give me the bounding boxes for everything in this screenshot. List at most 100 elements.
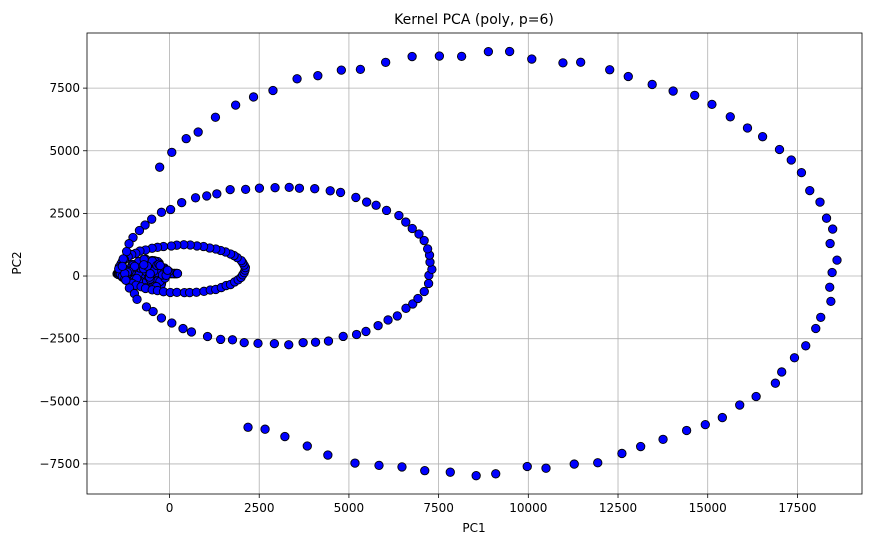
inner-ring-point — [166, 241, 176, 251]
middle-ring-point — [156, 207, 167, 217]
middle-ring-point — [401, 303, 411, 313]
middle-ring-point — [338, 331, 348, 342]
outer-ring-point — [826, 296, 836, 307]
outer-ring-point — [647, 79, 657, 90]
middle-ring-point — [117, 261, 128, 272]
middle-ring-point — [167, 318, 177, 328]
y-tick-label: −7500 — [39, 457, 80, 471]
middle-ring-point — [253, 338, 263, 349]
y-tick-label: 0 — [72, 269, 80, 283]
middle-ring-point — [423, 278, 434, 289]
outer-ring-point — [181, 134, 191, 144]
middle-ring-point — [373, 320, 383, 331]
outer-ring-point — [434, 51, 445, 61]
middle-ring-point — [294, 183, 305, 193]
x-tick-label: 15000 — [689, 501, 727, 515]
middle-ring-point — [177, 197, 187, 208]
outer-ring-point — [828, 224, 838, 234]
middle-ring-point — [414, 229, 424, 239]
outer-ring-point — [658, 434, 668, 444]
middle-ring-point — [394, 210, 404, 221]
outer-ring-point — [605, 65, 615, 75]
x-tick-label: 17500 — [778, 501, 816, 515]
middle-ring-point — [124, 239, 134, 249]
middle-ring-point — [148, 306, 158, 317]
cluster-point — [129, 261, 140, 272]
x-axis-label: PC1 — [462, 521, 485, 535]
outer-ring-point — [541, 463, 551, 473]
outer-ring-point — [742, 123, 753, 133]
y-tick-label: 2500 — [49, 206, 80, 220]
middle-ring-point — [121, 275, 131, 285]
outer-ring-point — [617, 448, 627, 459]
outer-ring-point — [280, 431, 290, 442]
outer-ring-point — [825, 238, 835, 249]
outer-ring-point — [268, 85, 278, 96]
outer-ring-point — [751, 391, 761, 402]
outer-ring-point — [735, 400, 745, 410]
middle-ring-point — [269, 338, 280, 349]
x-tick-label: 10000 — [509, 501, 547, 515]
outer-ring-point — [445, 467, 455, 477]
middle-ring-point — [240, 184, 251, 195]
middle-ring-point — [298, 337, 308, 348]
outer-ring-point — [717, 412, 727, 423]
middle-ring-point — [351, 329, 362, 340]
middle-ring-point — [147, 214, 157, 224]
outer-ring-point — [757, 132, 768, 142]
x-tick-label: 7500 — [423, 501, 454, 515]
outer-ring-point — [210, 112, 221, 122]
middle-ring-point — [401, 217, 411, 227]
middle-ring-point — [422, 244, 433, 254]
middle-ring-point — [186, 327, 197, 337]
middle-ring-point — [178, 323, 188, 334]
middle-ring-point — [351, 192, 361, 203]
middle-ring-point — [202, 331, 213, 342]
middle-ring-point — [419, 235, 429, 246]
outer-ring-point — [700, 419, 710, 430]
grid-lines — [87, 33, 862, 494]
middle-ring-point — [216, 334, 226, 345]
middle-ring-point — [227, 335, 238, 345]
outer-ring-point — [636, 441, 646, 452]
outer-ring-point — [815, 197, 825, 207]
middle-ring-point — [239, 337, 249, 348]
outer-ring-point — [336, 65, 346, 75]
outer-ring-point — [522, 461, 532, 472]
middle-ring-point — [140, 220, 150, 230]
middle-ring-point — [325, 186, 335, 196]
outer-ring-point — [260, 424, 270, 434]
cluster-point — [139, 260, 149, 270]
middle-ring-point — [310, 337, 321, 347]
plot-frame — [86, 32, 863, 495]
outer-ring-point — [832, 255, 842, 265]
outer-ring-point — [770, 378, 781, 388]
chart-title: Kernel PCA (poly, p=6) — [394, 12, 554, 28]
outer-ring-point — [569, 459, 579, 469]
middle-ring-point — [407, 223, 417, 234]
outer-ring-point — [491, 469, 501, 479]
cluster-point — [162, 265, 173, 275]
middle-ring-point — [362, 197, 372, 207]
middle-ring-point — [361, 326, 371, 337]
cluster-point — [155, 260, 165, 271]
middle-ring-point — [310, 184, 320, 194]
y-tick-label: 7500 — [49, 81, 80, 95]
outer-ring-point — [167, 147, 177, 157]
cluster-point — [172, 268, 183, 279]
outer-ring-point — [558, 58, 568, 68]
outer-ring-point — [811, 323, 821, 334]
outer-ring-point — [576, 57, 586, 67]
middle-ring-point — [156, 313, 167, 323]
outer-ring-point — [623, 71, 633, 82]
outer-ring-point — [420, 466, 430, 476]
outer-ring-point — [527, 54, 537, 64]
outer-ring-point — [801, 341, 811, 351]
outer-ring-point — [193, 127, 203, 137]
cluster-point — [145, 269, 155, 279]
outer-ring-point — [381, 57, 391, 67]
x-tick-label: 5000 — [334, 501, 365, 515]
middle-ring-point — [383, 315, 393, 325]
outer-ring-point — [313, 71, 323, 81]
middle-ring-point — [413, 293, 423, 304]
